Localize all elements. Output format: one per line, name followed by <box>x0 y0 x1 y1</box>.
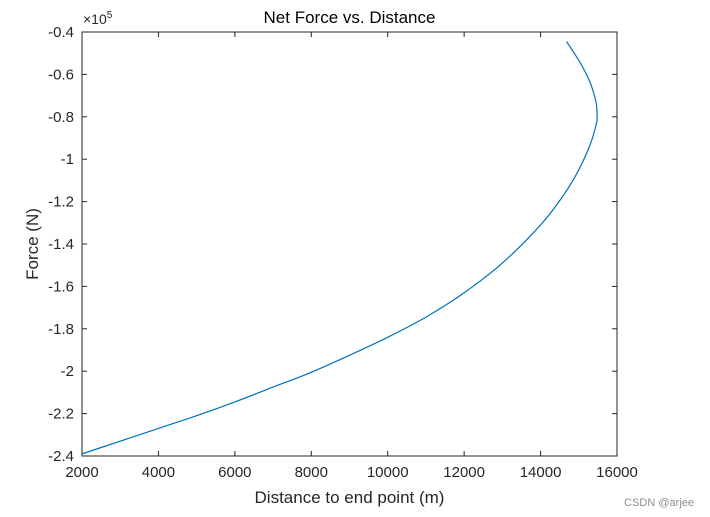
plot-area: 2000 4000 6000 8000 10000 12000 14000 16000 -2.… <box>48 24 638 481</box>
y-axis-title: Force (N) <box>23 208 42 280</box>
x-tick-label: 10000 <box>367 464 409 481</box>
y-tick-label: -1.6 <box>48 278 74 295</box>
x-tick-label: 6000 <box>218 464 251 481</box>
chart-title: Net Force vs. Distance <box>264 8 436 27</box>
series-line <box>81 41 598 455</box>
x-tick-label: 14000 <box>520 464 562 481</box>
x-tick-label: 16000 <box>596 464 638 481</box>
y-axis-exponent: ×105 <box>83 10 113 27</box>
y-tick-label: -0.8 <box>48 109 74 126</box>
y-tick-label: -1 <box>61 151 74 168</box>
axes-box <box>81 31 618 457</box>
y-tick-label: -1.2 <box>48 194 74 211</box>
exponent-power: 5 <box>107 10 113 21</box>
x-axis-ticks: 2000 4000 6000 8000 10000 12000 14000 16000 <box>65 32 638 481</box>
y-tick-label: -2 <box>61 363 74 380</box>
x-axis-title: Distance to end point (m) <box>255 488 445 507</box>
y-tick-label: -0.4 <box>48 24 74 41</box>
x-tick-label: 12000 <box>443 464 485 481</box>
y-tick-label: -2.4 <box>48 448 74 465</box>
y-axis-ticks: -2.4 -2.2 -2 -1.8 -1.6 -1.4 -1.2 -1 -0.8 -0.6 -0.4 <box>48 24 617 465</box>
y-tick-label: -1.8 <box>48 321 74 338</box>
x-tick-label: 4000 <box>142 464 175 481</box>
y-tick-label: -0.6 <box>48 66 74 83</box>
x-tick-label: 2000 <box>65 464 98 481</box>
x-tick-label: 8000 <box>295 464 328 481</box>
y-tick-label: -1.4 <box>48 236 74 253</box>
y-tick-label: -2.2 <box>48 406 74 423</box>
watermark: CSDN @arjee <box>624 497 694 509</box>
exponent-base: ×10 <box>83 11 107 27</box>
